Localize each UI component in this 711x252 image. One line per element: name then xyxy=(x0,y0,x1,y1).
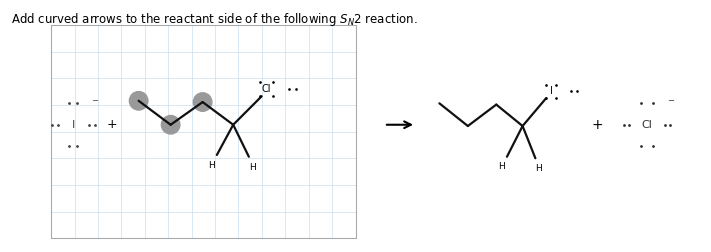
Text: H: H xyxy=(535,164,542,173)
Text: H: H xyxy=(249,163,256,172)
Ellipse shape xyxy=(129,91,148,110)
Text: H: H xyxy=(208,161,215,170)
Bar xyxy=(51,25,356,238)
Text: +: + xyxy=(107,118,117,131)
Text: I: I xyxy=(550,86,552,96)
Text: H: H xyxy=(498,162,506,171)
Text: −: − xyxy=(667,96,674,105)
Text: Cl: Cl xyxy=(262,84,272,94)
Text: I: I xyxy=(72,120,75,130)
Text: +: + xyxy=(592,118,603,132)
Ellipse shape xyxy=(161,115,180,134)
Text: Cl: Cl xyxy=(641,120,653,130)
Text: Add curved arrows to the reactant side of the following $S_N2$ reaction.: Add curved arrows to the reactant side o… xyxy=(11,11,417,28)
Text: −: − xyxy=(91,96,98,105)
Ellipse shape xyxy=(193,93,212,111)
